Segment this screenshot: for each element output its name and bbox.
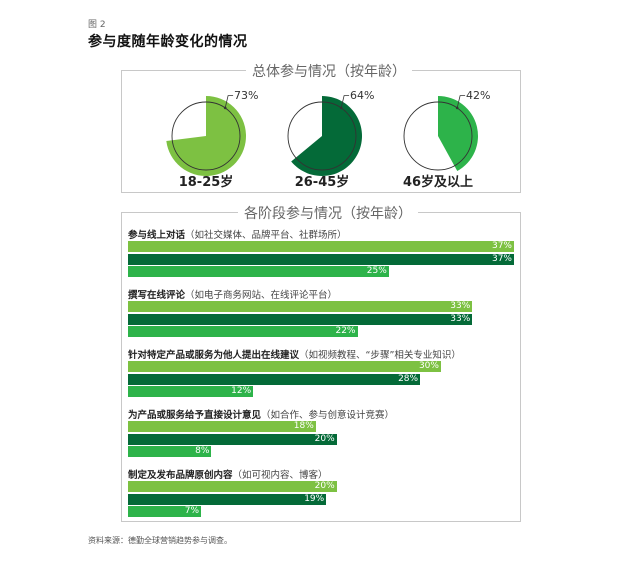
bar-value-label: 8% [195, 446, 210, 456]
figure-title: 参与度随年龄变化的情况 [88, 34, 248, 50]
bar: 30% [128, 361, 441, 372]
bar: 37% [128, 241, 514, 252]
bar: 19% [128, 493, 327, 505]
bar-value-label: 28% [398, 373, 419, 384]
bar-value-label: 25% [366, 266, 387, 276]
bar-value-label: 18% [293, 421, 314, 431]
bar: 22% [128, 326, 358, 337]
pie-percent-label: 64% [350, 88, 375, 102]
bar-value-label: 7% [184, 506, 200, 516]
bar: 33% [128, 313, 473, 325]
bar-value-label: 33% [450, 301, 471, 311]
overall-panel-title: 总体参与情况（按年龄） [246, 61, 412, 81]
pie-chart [267, 81, 377, 191]
bar: 28% [128, 373, 421, 385]
bar: 18% [128, 421, 316, 432]
bar: 7% [128, 506, 202, 517]
bar: 25% [128, 266, 389, 277]
bar-value-label: 30% [418, 361, 439, 371]
category-detail: （如电子商务网站、在线评论平台） [185, 290, 338, 301]
category-detail: （如视频教程、“步骤”相关专业知识） [299, 350, 461, 361]
bar: 8% [128, 446, 212, 457]
category-detail: （如社交媒体、品牌平台、社群场所） [185, 230, 347, 241]
stage-participation-panel: 各阶段参与情况（按年龄） 参与线上对话（如社交媒体、品牌平台、社群场所） 37% 3… [121, 203, 521, 522]
pie-percent-label: 73% [234, 88, 259, 102]
bar: 20% [128, 481, 337, 492]
figure-label: 图 2 [88, 20, 106, 30]
pie-chart [151, 81, 261, 191]
bar-value-label: 12% [231, 386, 252, 396]
bar: 33% [128, 301, 473, 312]
category-name: 为产品或服务给予直接设计意见 [128, 410, 262, 421]
pie-group-label: 46岁及以上 [402, 175, 474, 190]
pie-chart [383, 81, 493, 191]
bar-value-label: 33% [450, 313, 471, 324]
bar-value-label: 22% [335, 326, 356, 336]
pie-group-label: 18-25岁 [178, 175, 234, 190]
bar: 37% [128, 253, 514, 265]
bar-value-label: 19% [304, 493, 325, 504]
pie-percent-label: 42% [466, 88, 491, 102]
bar-value-label: 20% [314, 481, 335, 491]
category-label: 参与线上对话（如社交媒体、品牌平台、社群场所） [128, 227, 347, 241]
bar: 20% [128, 433, 337, 445]
category-name: 针对特定产品或服务为他人提出在线建议 [128, 350, 300, 361]
bar-value-label: 37% [491, 253, 512, 264]
category-name: 制定及发布品牌原创内容 [128, 470, 233, 481]
category-label: 撰写在线评论（如电子商务网站、在线评论平台） [128, 287, 337, 301]
category-label: 制定及发布品牌原创内容（如可视内容、博客） [128, 467, 328, 481]
pie-group-label: 26-45岁 [294, 175, 350, 190]
category-name: 参与线上对话 [128, 230, 186, 241]
stage-panel-title: 各阶段参与情况（按年龄） [238, 203, 418, 223]
category-name: 撰写在线评论 [128, 290, 186, 301]
source-note: 资料来源：德勤全球营销趋势参与调查。 [88, 536, 232, 545]
bar-value-label: 20% [314, 433, 335, 444]
category-label: 针对特定产品或服务为他人提出在线建议（如视频教程、“步骤”相关专业知识） [128, 347, 461, 361]
category-label: 为产品或服务给予直接设计意见（如合作、参与创意设计竞赛） [128, 407, 394, 421]
bar: 12% [128, 386, 254, 397]
overall-participation-panel: 总体参与情况（按年龄） 73% 18-25岁 64% 26-45岁 42% 46岁及以上 [121, 61, 521, 193]
bar-value-label: 37% [491, 241, 512, 251]
category-detail: （如可视内容、博客） [232, 470, 328, 481]
category-detail: （如合作、参与创意设计竞赛） [261, 410, 395, 421]
